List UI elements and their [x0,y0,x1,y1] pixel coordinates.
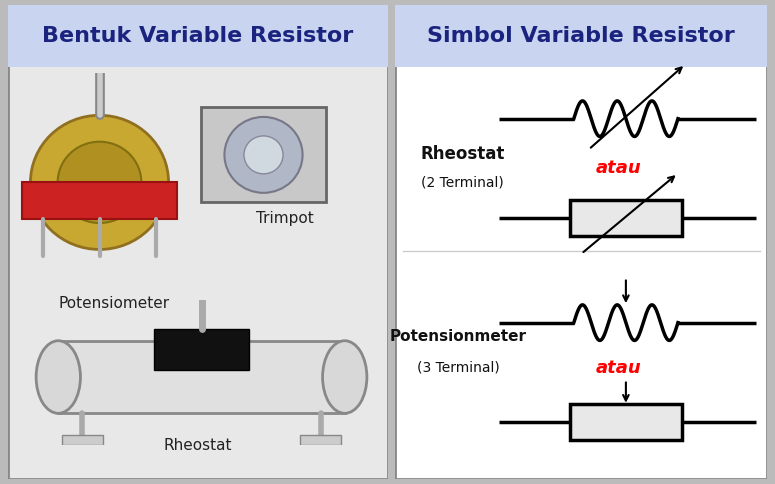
Bar [201,107,326,202]
Text: (2 Terminal): (2 Terminal) [421,176,504,190]
Bar [301,435,341,445]
Text: Simbol Variable Resistor: Simbol Variable Resistor [427,26,735,45]
Text: Trimpot: Trimpot [256,211,314,226]
Text: Bentuk Variable Resistor: Bentuk Variable Resistor [42,26,353,45]
Bar [22,182,177,219]
Bar [62,435,102,445]
Text: Potensionmeter: Potensionmeter [390,330,527,344]
Bar [570,200,682,236]
Text: (3 Terminal): (3 Terminal) [417,361,500,375]
Bar [8,5,388,66]
Ellipse shape [36,341,81,413]
Ellipse shape [322,341,367,413]
Circle shape [30,115,169,249]
Text: Rheostat: Rheostat [164,439,232,454]
Circle shape [225,117,302,193]
Bar [395,5,767,66]
Bar [570,405,682,440]
Circle shape [57,142,141,223]
Text: Rheostat: Rheostat [420,145,505,163]
Text: atau: atau [595,160,642,178]
Bar [153,329,250,370]
Bar [58,341,345,413]
Circle shape [244,136,283,174]
Text: Potensiometer: Potensiometer [59,296,170,311]
Text: atau: atau [595,359,642,377]
